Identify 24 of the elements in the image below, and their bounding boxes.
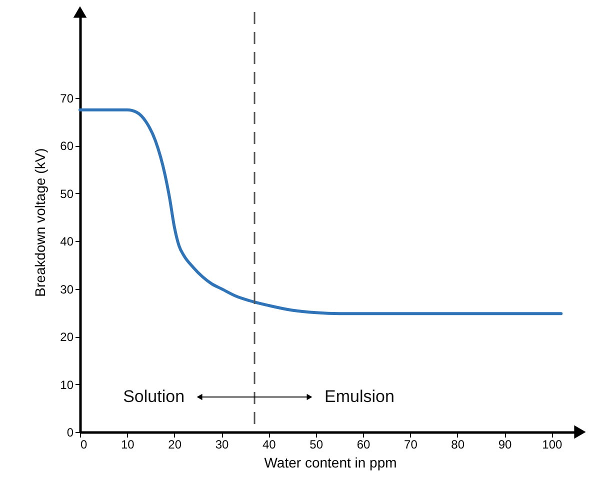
line-series <box>78 108 563 316</box>
x-tick-label: 60 <box>356 438 371 452</box>
x-tick-label: 90 <box>498 438 512 452</box>
x-axis-title: Water content in ppm <box>264 454 397 470</box>
y-tick-label: 20 <box>60 330 74 344</box>
x-tick-label: 20 <box>168 438 182 452</box>
y-tick-label: 60 <box>60 139 74 154</box>
x-tick-label: 50 <box>310 438 324 452</box>
x-tick-label: 100 <box>542 438 563 452</box>
y-tick-label: 10 <box>60 378 74 392</box>
y-tick-label: 50 <box>60 186 74 201</box>
y-tick-label: 40 <box>60 234 74 249</box>
y-axis-title: Breakdown voltage (kV) <box>32 148 48 297</box>
y-tick-label: 0 <box>66 426 74 440</box>
x-tick-label: 40 <box>262 438 276 452</box>
annotation: Emulsion <box>324 387 394 406</box>
x-tick-label: 70 <box>404 438 418 452</box>
y-tick-label: 30 <box>60 282 74 296</box>
annotation: Solution <box>123 387 185 406</box>
x-tick-label: 30 <box>215 438 230 452</box>
x-tick-label: 80 <box>451 438 465 452</box>
y-tick-label: 70 <box>60 91 74 106</box>
x-tick-label: 10 <box>120 438 135 452</box>
x-tick-label: 0 <box>80 438 88 452</box>
